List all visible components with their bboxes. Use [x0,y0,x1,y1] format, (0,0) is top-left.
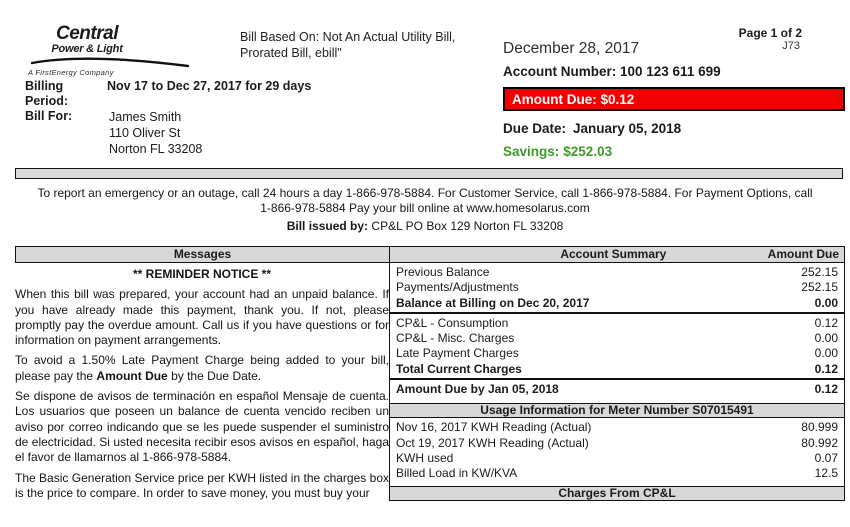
page-info-block: Page 1 of 2 J73 [739,26,802,52]
statement-date: December 28, 2017 [503,40,640,57]
table-row: CP&L - Consumption 0.12 [390,316,844,331]
table-row: Payments/Adjustments 252.15 [390,280,844,295]
amount-due-banner: Amount Due: $0.12 [503,87,845,111]
row-label: KWH used [396,450,454,465]
row-label: Balance at Billing on Dec 20, 2017 [396,295,590,310]
row-value: 252.15 [801,265,838,279]
message-paragraph-4: The Basic Generation Service price per K… [15,470,389,500]
balance-section: Previous Balance 252.15 Payments/Adjustm… [390,263,844,312]
table-row: KWH used 0.07 [390,451,844,466]
row-label: Previous Balance [396,265,490,279]
row-value: 0.00 [814,346,838,361]
message-paragraph-2-text: To avoid a 1.50% Late Payment Charge bei… [15,353,389,383]
contact-info-block: To report an emergency or an outage, cal… [15,186,835,234]
table-row-total-current-charges: Total Current Charges 0.12 [390,362,844,377]
row-value: 12.5 [814,466,838,481]
bill-for-row: Bill For: James Smith 110 Oliver St Nort… [25,109,311,157]
usage-info-header: Usage Information for Meter Number S0701… [390,403,844,419]
message-paragraph-3-spanish: Se dispone de avisos de terminación en e… [15,389,389,465]
billing-period-label: Billing Period: [25,79,69,108]
table-row-balance-at-billing: Balance at Billing on Dec 20, 2017 0.00 [390,296,844,311]
row-value: 0.07 [814,450,838,465]
savings-row: Savings: $252.03 [503,144,845,159]
table-row: Late Payment Charges 0.00 [390,346,844,361]
row-label: Late Payment Charges [396,346,519,361]
message-paragraph-1: When this bill was prepared, your accoun… [15,287,389,348]
table-row: Billed Load in KW/KVA 12.5 [390,466,844,481]
logo-tagline: A FirstEnergy Company [28,68,114,77]
logo-company-sub: Power & Light [51,43,123,55]
account-summary-column: Account Summary Amount Due Previous Bala… [389,246,845,501]
row-value: 0.12 [814,361,838,376]
row-value: 252.15 [801,280,838,295]
row-label: Nov 16, 2017 KWH Reading (Actual) [396,420,592,435]
table-row: CP&L - Misc. Charges 0.00 [390,331,844,346]
reminder-notice-title: ** REMINDER NOTICE ** [132,267,272,281]
row-label: Amount Due by Jan 05, 2018 [396,382,559,397]
page-number: Page 1 of 2 [738,26,802,40]
row-value: 0.00 [814,295,838,310]
table-row: Nov 16, 2017 KWH Reading (Actual) 80.999 [390,420,844,435]
bill-summary-header: December 28, 2017 Account Number: 100 12… [503,40,845,159]
row-label: CP&L - Misc. Charges [396,331,515,346]
row-label: CP&L - Consumption [396,315,509,330]
section-rule [390,311,844,314]
due-date-row: Due Date: January 05, 2018 [503,121,845,136]
billing-info-block: Billing Period: Nov 17 to Dec 27, 2017 f… [25,79,311,157]
issued-by-value: CP&L PO Box 129 Norton FL 33208 [371,219,564,233]
charges-section: CP&L - Consumption 0.12 CP&L - Misc. Cha… [390,314,844,378]
emergency-line: To report an emergency or an outage, cal… [37,186,813,200]
bill-based-on-note: Bill Based On: Not An Actual Utility Bil… [240,30,456,60]
table-row: Previous Balance 252.15 [390,265,844,280]
messages-body: ** REMINDER NOTICE ** When this bill was… [15,267,389,506]
due-date-label: Due Date: [503,121,567,136]
row-value: 80.999 [801,420,838,435]
usage-section: Nov 16, 2017 KWH Reading (Actual) 80.999… [390,418,844,482]
account-number: Account Number: 100 123 611 699 [503,64,721,79]
customer-address: James Smith 110 Oliver St Norton FL 3320… [105,109,202,157]
billing-period-row: Billing Period: Nov 17 to Dec 27, 2017 f… [25,79,311,109]
logo-company-name: Central [56,23,118,44]
account-summary-title: Account Summary [560,247,667,261]
message-paragraph-2: To avoid a 1.50% Late Payment Charge bei… [15,353,389,384]
customer-city: Norton FL 33208 [109,142,203,156]
customer-name: James Smith [109,110,182,124]
row-value: 0.12 [814,315,838,330]
table-row-amount-due-by: Amount Due by Jan 05, 2018 0.12 [390,382,844,397]
issued-by-label: Bill issued by: [286,219,369,233]
row-label: Billed Load in KW/KVA [396,466,518,481]
company-logo: Central Power & Light A FirstEnergy Comp… [28,23,190,77]
table-row: Oct 19, 2017 KWH Reading (Actual) 80.992 [390,436,844,451]
message-paragraph-2-tail: by the Due Date. [167,368,262,383]
row-label: Oct 19, 2017 KWH Reading (Actual) [396,435,589,450]
section-divider-bar [15,168,843,179]
page-code: J73 [782,40,800,52]
savings-value: $252.03 [563,144,613,159]
row-value: 80.992 [801,435,838,450]
customer-street: 110 Oliver St [109,126,181,140]
row-value: 0.00 [814,331,838,346]
account-summary-header: Account Summary Amount Due [389,246,845,263]
amount-due-emphasis: Amount Due [96,368,168,383]
row-value: 0.12 [814,382,838,397]
amount-due-column-header: Amount Due [767,247,839,261]
row-label: Total Current Charges [396,361,522,376]
messages-header: Messages [15,246,390,263]
payment-line: 1-866-978-5884 Pay your bill online at w… [260,201,590,215]
row-label: Payments/Adjustments [396,280,519,295]
bill-for-label: Bill For: [25,109,73,123]
logo-swoosh-icon [30,57,190,68]
amount-due-section: Amount Due by Jan 05, 2018 0.12 [390,380,844,403]
billing-period-value: Nov 17 to Dec 27, 2017 for 29 days [107,79,312,93]
savings-label: Savings: [503,144,560,159]
issued-by-line: Bill issued by: CP&L PO Box 129 Norton F… [15,219,835,234]
section-rule [390,378,844,381]
charges-from-cpl-header: Charges From CP&L [390,485,844,501]
due-date-value: January 05, 2018 [573,121,682,136]
account-summary-body: Previous Balance 252.15 Payments/Adjustm… [389,263,845,501]
